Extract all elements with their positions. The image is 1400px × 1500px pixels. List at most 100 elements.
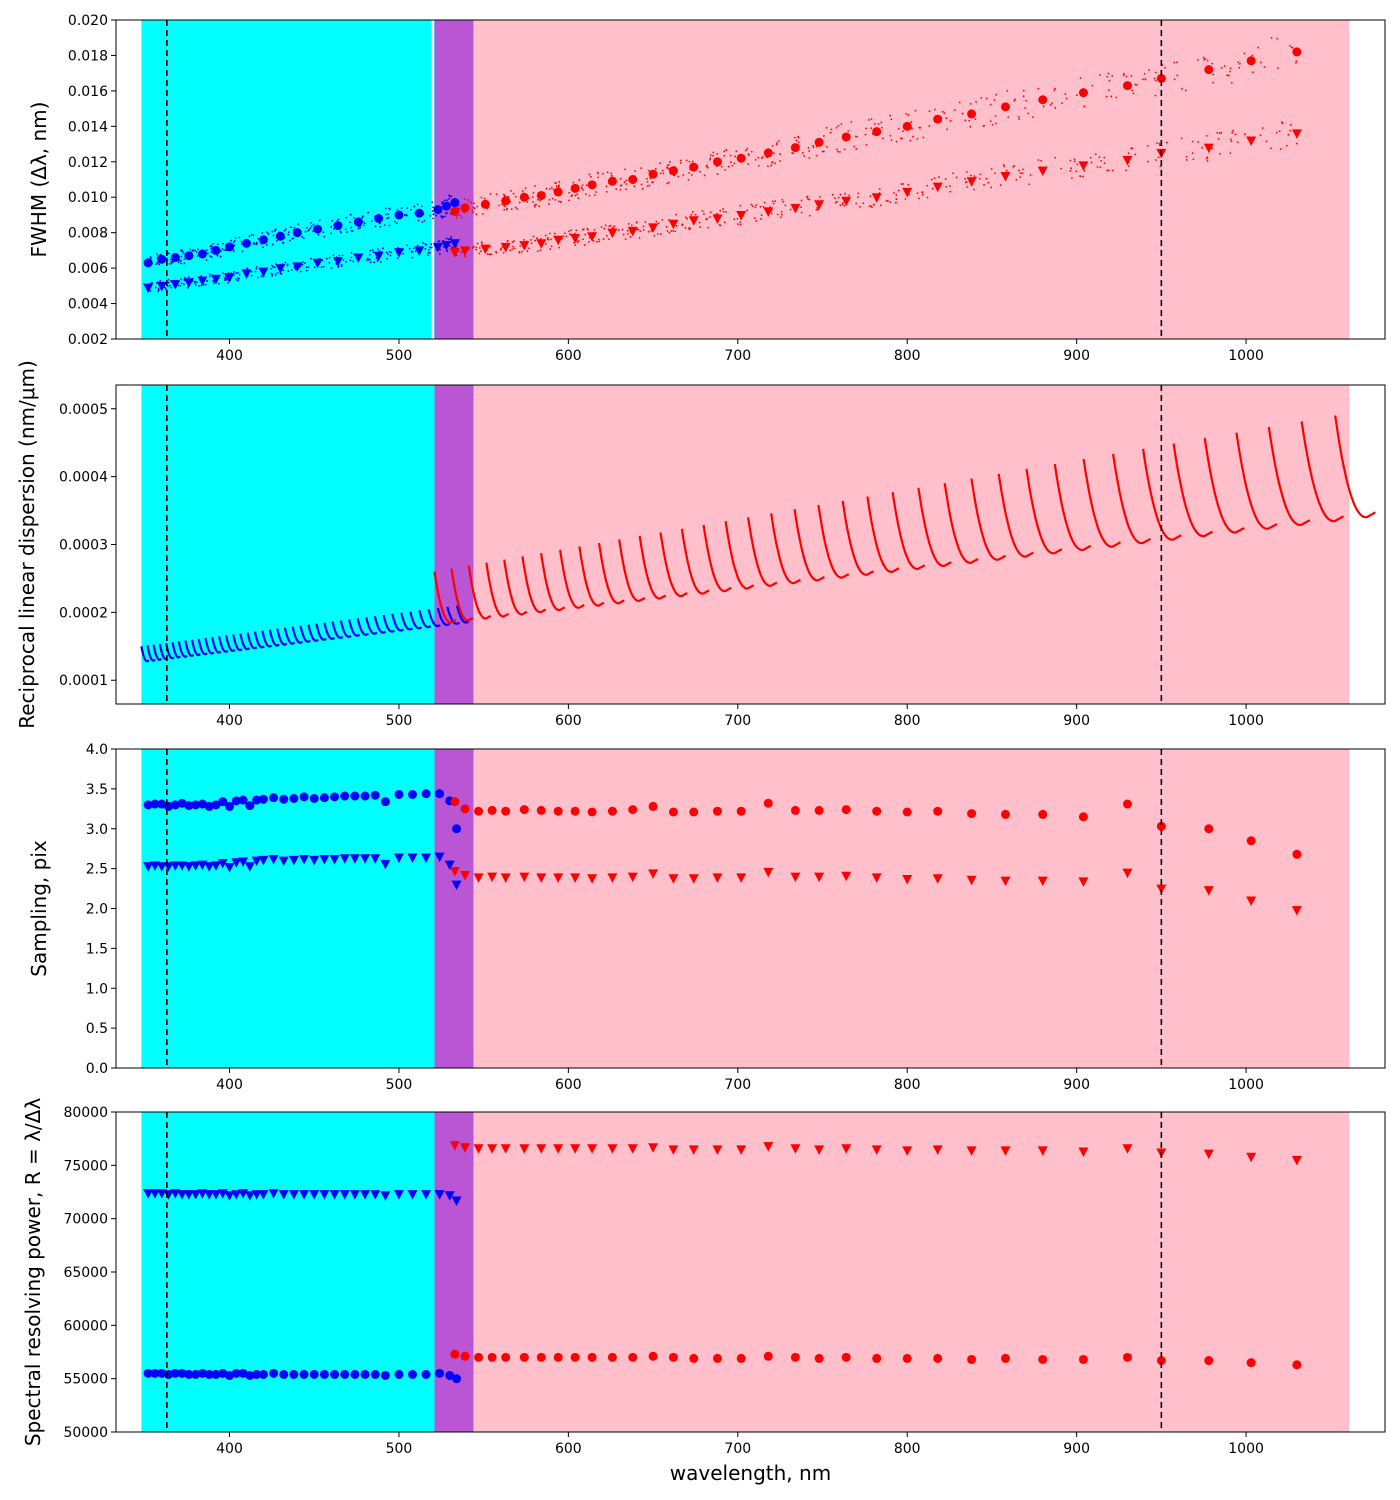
noise-dot (519, 245, 522, 247)
noise-dot (512, 192, 515, 195)
noise-dot (747, 163, 750, 165)
noise-dot (685, 159, 688, 162)
noise-dot (265, 244, 268, 247)
noise-dot (475, 213, 478, 216)
noise-dot (754, 206, 757, 209)
noise-dot (438, 253, 441, 255)
noise-dot (889, 201, 892, 203)
noise-dot (975, 100, 978, 103)
noise-dot (180, 282, 183, 285)
dispersion-curve-blue (177, 641, 188, 658)
noise-dot (847, 130, 850, 132)
noise-dot (310, 221, 312, 224)
noise-dot (1191, 152, 1194, 155)
noise-dot (460, 251, 463, 254)
noise-dot (349, 221, 351, 224)
noise-dot (687, 178, 690, 181)
dispersion-curve-red (917, 487, 952, 568)
noise-dot (1288, 44, 1291, 47)
noise-dot (181, 250, 184, 253)
noise-dot (1205, 134, 1208, 137)
noise-dot (921, 193, 924, 196)
noise-dot (780, 213, 783, 216)
noise-dot (241, 250, 244, 253)
noise-dot (165, 288, 168, 291)
dispersion-curve-red (1112, 453, 1152, 545)
y-tick-label: 50000 (63, 1425, 108, 1441)
dispersion-curve-blue (307, 624, 319, 642)
point-red-triangle (500, 242, 511, 253)
point-blue-triangle (319, 1190, 330, 1200)
point-blue-triangle (292, 262, 303, 272)
noise-dot (168, 284, 171, 287)
noise-dot (532, 192, 535, 194)
noise-dot (533, 204, 536, 207)
noise-dot (983, 183, 985, 186)
point-red-triangle (1291, 906, 1302, 916)
point-blue-triangle (224, 272, 235, 283)
point-blue-triangle (360, 1190, 371, 1200)
point-blue-circle (225, 801, 235, 811)
noise-dot (770, 212, 773, 215)
point-red-triangle (736, 1145, 747, 1155)
noise-dot (688, 228, 691, 231)
noise-dot (511, 248, 514, 251)
noise-dot (1211, 147, 1214, 150)
noise-dot (1029, 174, 1032, 176)
point-blue-circle (238, 795, 248, 805)
point-red-circle (587, 180, 597, 190)
noise-dot (431, 210, 434, 212)
noise-dot (482, 212, 484, 215)
noise-dot (464, 254, 466, 257)
point-red-triangle (460, 1143, 471, 1153)
point-blue-triangle (299, 1190, 310, 1200)
noise-dot (367, 258, 370, 261)
point-red-triangle (1246, 1152, 1257, 1163)
noise-dot (1022, 89, 1025, 92)
dispersion-curve-red (559, 549, 585, 609)
noise-dot (167, 281, 170, 284)
noise-dot (991, 123, 994, 126)
noise-dot (1181, 88, 1183, 90)
noise-dot (590, 175, 592, 178)
noise-dot (1125, 75, 1128, 78)
noise-dot (344, 228, 347, 231)
noise-dot (1110, 95, 1113, 98)
noise-dot (1131, 89, 1134, 92)
noise-dot (471, 247, 474, 249)
noise-dot (973, 175, 976, 178)
noise-dot (725, 148, 728, 151)
noise-dot (723, 221, 726, 224)
point-blue-triangle (407, 1190, 418, 1200)
noise-dot (598, 240, 601, 243)
point-red-circle (1204, 1356, 1214, 1366)
point-red-triangle (668, 219, 679, 230)
noise-dot (510, 208, 513, 211)
noise-dot (299, 270, 302, 273)
noise-dot (521, 190, 524, 192)
x-tick-label: 700 (724, 1441, 751, 1457)
noise-dot (613, 225, 616, 228)
point-blue-circle (197, 249, 207, 259)
point-red-triangle (1000, 1146, 1011, 1156)
point-red-circle (460, 1351, 470, 1361)
point-red-circle (933, 114, 943, 124)
point-blue-circle (204, 1369, 214, 1379)
noise-dot (170, 286, 173, 289)
noise-dot (195, 284, 197, 287)
noise-dot (307, 229, 309, 232)
noise-dot (806, 196, 808, 199)
noise-dot (684, 227, 687, 229)
point-red-circle (872, 127, 882, 137)
noise-dot (747, 154, 750, 157)
point-red-triangle (487, 872, 498, 883)
noise-dot (1156, 142, 1159, 144)
noise-dot (1060, 167, 1063, 170)
point-blue-triangle (197, 276, 208, 287)
noise-dot (476, 205, 479, 208)
point-blue-circle (143, 800, 153, 810)
noise-dot (376, 259, 379, 262)
noise-dot (170, 262, 173, 265)
noise-dot (1154, 159, 1157, 161)
noise-dot (410, 208, 412, 211)
